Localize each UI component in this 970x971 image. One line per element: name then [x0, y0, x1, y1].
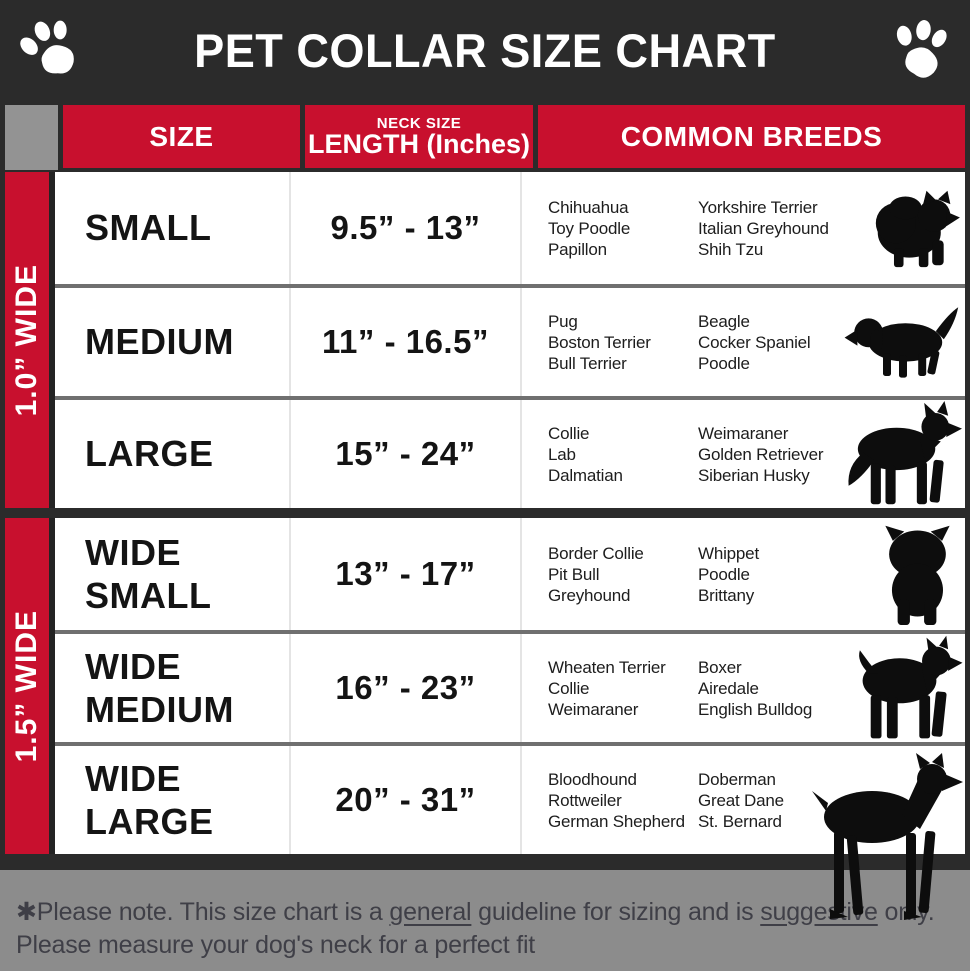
doberman-dog-icon	[804, 753, 964, 921]
column-header-common-breeds: COMMON BREEDS	[538, 105, 965, 168]
length-value: 16” - 23”	[335, 669, 476, 706]
column-header-size: SIZE	[63, 105, 300, 168]
size-cell: WIDE LARGE	[55, 746, 289, 854]
bulldog-dog-icon	[871, 522, 965, 626]
group-rows: SMALL 9.5” - 13” Chihuahua Toy Poodle Pa…	[55, 172, 965, 508]
table-row-large: LARGE 15” - 24” Collie Lab Dalmatian Wei…	[55, 396, 965, 508]
paw-icon	[20, 20, 74, 74]
note-line-1: ✱Please note. This size chart is a gener…	[16, 898, 935, 926]
breed-list: Beagle Cocker Spaniel Poodle	[698, 311, 811, 373]
breed-list: Chihuahua Toy Poodle Papillon	[548, 197, 631, 259]
table-body: 1.0” WIDE SMALL 9.5” - 13” Chihuahua Toy…	[0, 170, 970, 854]
beagle-dog-icon	[843, 302, 965, 382]
width-label-strip: 1.0” WIDE	[5, 172, 55, 508]
length-cell: 15” - 24”	[289, 400, 520, 508]
length-value: 11” - 16.5”	[322, 323, 489, 360]
column-header-neck-size: NECK SIZE LENGTH (Inches)	[305, 105, 533, 168]
length-cell: 16” - 23”	[289, 634, 520, 742]
length-cell: 13” - 17”	[289, 518, 520, 630]
breed-list: Wheaten Terrier Collie Weimaraner	[548, 657, 666, 719]
width-label: 1.5” WIDE	[10, 609, 43, 763]
paw-icon	[896, 20, 947, 78]
group-rows: WIDE SMALL 13” - 17” Border Collie Pit B…	[55, 518, 965, 854]
banner: PET COLLAR SIZE CHART	[0, 0, 970, 100]
width-label-strip: 1.5” WIDE	[5, 518, 55, 854]
breed-list: Boxer Airedale English Bulldog	[698, 657, 813, 719]
size-cell: LARGE	[55, 400, 289, 508]
breed-list: Whippet Poodle Brittany	[698, 543, 759, 605]
breeds-cell: Chihuahua Toy Poodle Papillon Yorkshire …	[520, 172, 965, 284]
size-label: WIDE SMALL	[85, 531, 212, 616]
german-shepherd-dog-icon	[843, 401, 965, 507]
size-label: SMALL	[85, 207, 212, 249]
table-row-wide-small: WIDE SMALL 13” - 17” Border Collie Pit B…	[55, 518, 965, 630]
table-header-row: SIZE NECK SIZE LENGTH (Inches) COMMON BR…	[0, 100, 970, 170]
breeds-cell: Collie Lab Dalmatian Weimaraner Golden R…	[520, 400, 965, 508]
size-label: WIDE LARGE	[85, 757, 214, 842]
size-label: LARGE	[85, 433, 214, 475]
size-cell: SMALL	[55, 172, 289, 284]
breeds-cell: Pug Boston Terrier Bull Terrier Beagle C…	[520, 288, 965, 396]
note-line-2: Please measure your dog's neck for a per…	[16, 931, 536, 959]
breeds-cell: Bloodhound Rottweiler German Shepherd Do…	[520, 746, 965, 854]
table-row-wide-medium: WIDE MEDIUM 16” - 23” Wheaten Terrier Co…	[55, 630, 965, 742]
breed-list: Bloodhound Rottweiler German Shepherd	[548, 769, 685, 831]
breed-list: Pug Boston Terrier Bull Terrier	[548, 311, 651, 373]
size-cell: WIDE MEDIUM	[55, 634, 289, 742]
pitbull-dog-icon	[845, 634, 965, 742]
group-1-inch-wide: 1.0” WIDE SMALL 9.5” - 13” Chihuahua Toy…	[5, 172, 965, 508]
length-value: 13” - 17”	[335, 555, 476, 592]
breed-list: Doberman Great Dane St. Bernard	[698, 769, 784, 831]
pomeranian-dog-icon	[867, 185, 965, 271]
table-row-medium: MEDIUM 11” - 16.5” Pug Boston Terrier Bu…	[55, 284, 965, 396]
page-title: PET COLLAR SIZE CHART	[194, 23, 776, 77]
width-label: 1.0” WIDE	[10, 263, 43, 417]
corner-cell	[5, 105, 58, 170]
group-1-5-inch-wide: 1.5” WIDE WIDE SMALL 13” - 17” Border Co…	[5, 518, 965, 854]
length-cell: 9.5” - 13”	[289, 172, 520, 284]
breed-list: Border Collie Pit Bull Greyhound	[548, 543, 644, 605]
length-value: 9.5” - 13”	[330, 209, 481, 246]
breed-list: Yorkshire Terrier Italian Greyhound Shih…	[698, 197, 829, 259]
size-label: WIDE MEDIUM	[85, 645, 234, 730]
footer-note: ✱Please note. This size chart is a gener…	[0, 870, 970, 971]
length-value: 20” - 31”	[335, 781, 476, 818]
table-row-wide-large: WIDE LARGE 20” - 31” Bloodhound Rottweil…	[55, 742, 965, 854]
underlined-word: general	[389, 898, 472, 926]
breeds-cell: Wheaten Terrier Collie Weimaraner Boxer …	[520, 634, 965, 742]
size-cell: WIDE SMALL	[55, 518, 289, 630]
size-label: MEDIUM	[85, 321, 234, 363]
breed-list: Weimaraner Golden Retriever Siberian Hus…	[698, 423, 824, 485]
size-cell: MEDIUM	[55, 288, 289, 396]
length-cell: 11” - 16.5”	[289, 288, 520, 396]
table-row-small: SMALL 9.5” - 13” Chihuahua Toy Poodle Pa…	[55, 172, 965, 284]
breeds-cell: Border Collie Pit Bull Greyhound Whippet…	[520, 518, 965, 630]
breed-list: Collie Lab Dalmatian	[548, 423, 623, 485]
length-cell: 20” - 31”	[289, 746, 520, 854]
length-value: 15” - 24”	[335, 435, 476, 472]
